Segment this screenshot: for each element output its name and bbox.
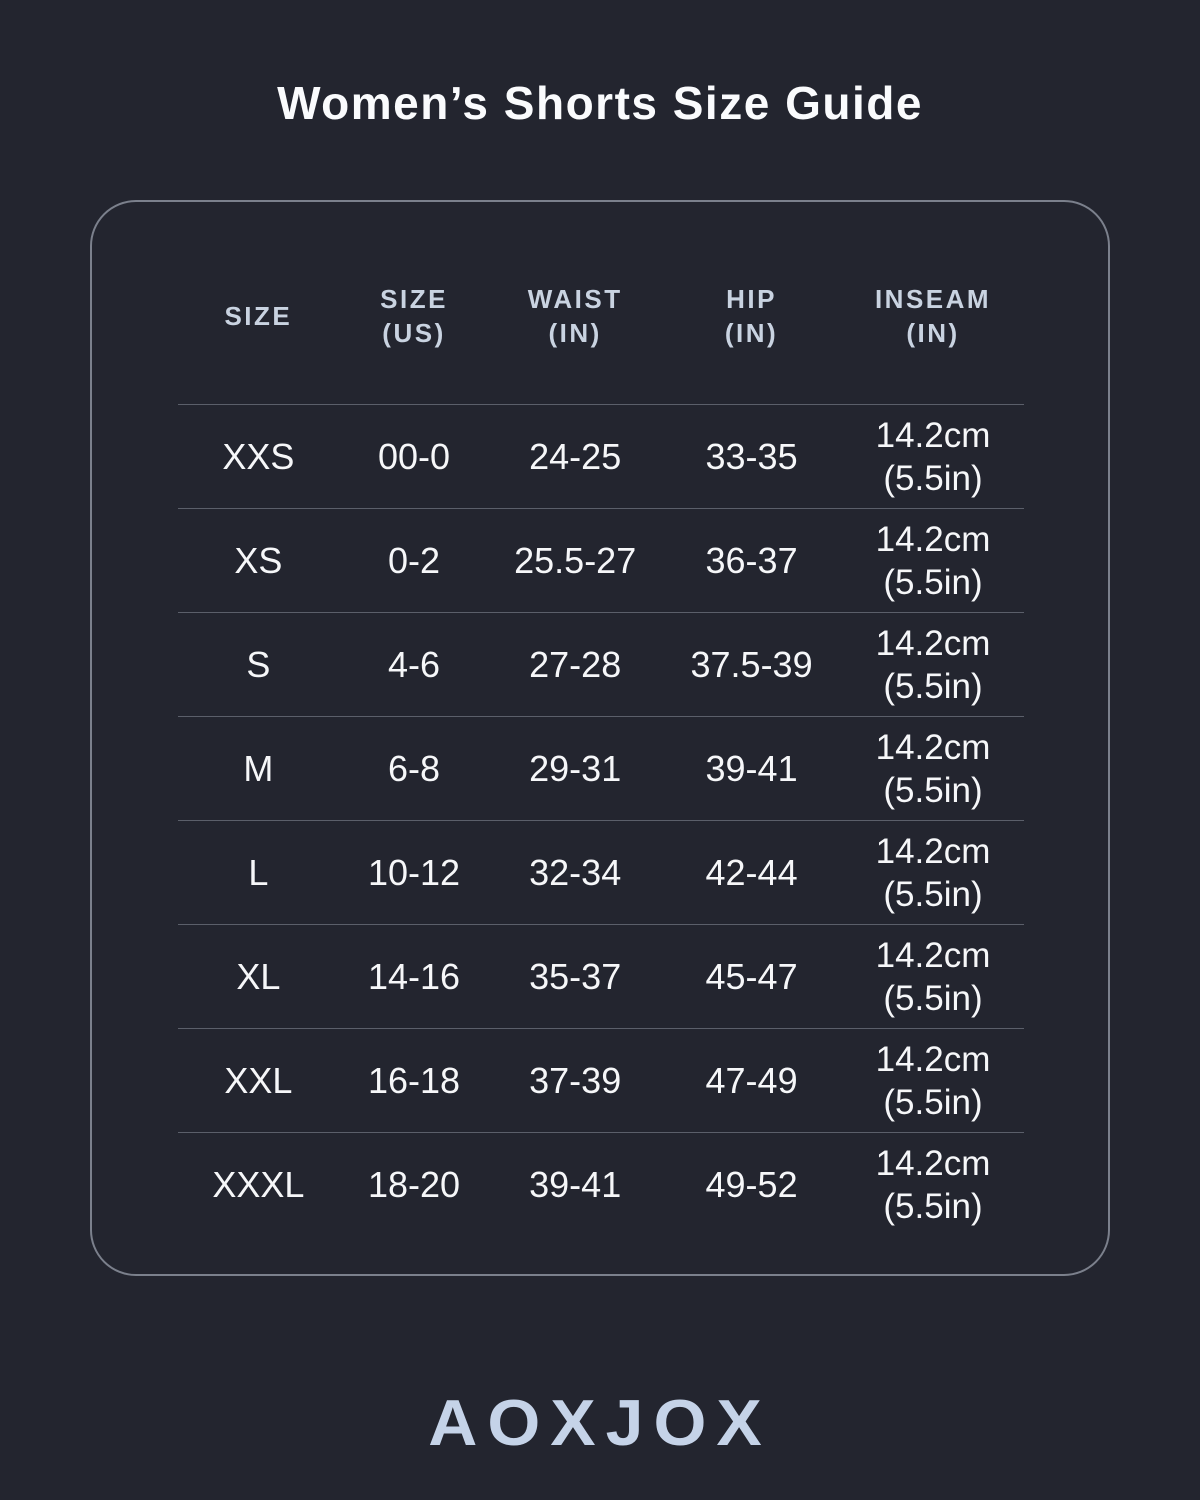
cell-size: L — [248, 851, 269, 893]
cell-size: XXL — [224, 1059, 293, 1101]
header-label: SIZE — [380, 284, 448, 314]
table-row-m: M 6-8 29-31 39-41 14.2cm (5.5in) — [178, 716, 1024, 820]
header-label: SIZE — [224, 301, 293, 331]
inseam-cm: 14.2cm — [875, 1039, 991, 1079]
header-label: INSEAM — [874, 284, 992, 314]
cell-hip: 42-44 — [705, 851, 798, 893]
cell-hip: 47-49 — [705, 1059, 798, 1101]
header-label: HIP — [726, 284, 777, 314]
cell-waist: 27-28 — [529, 643, 622, 685]
cell-size: M — [243, 747, 274, 789]
cell-inseam: 14.2cm (5.5in) — [842, 1038, 1024, 1124]
inseam-cm: 14.2cm — [875, 935, 991, 975]
inseam-cm: 14.2cm — [875, 623, 991, 663]
cell-size-us: 6-8 — [388, 747, 441, 789]
inseam-in: (5.5in) — [883, 562, 983, 602]
cell-size: S — [246, 643, 271, 685]
table-header-row: SIZE SIZE (US) WAIST (IN) HIP (IN) INSEA… — [178, 202, 1024, 404]
header-sublabel: (US) — [382, 318, 446, 348]
cell-hip: 37.5-39 — [690, 643, 813, 685]
header-cell-hip: HIP (IN) — [661, 282, 842, 350]
cell-waist: 24-25 — [529, 435, 622, 477]
inseam-cm: 14.2cm — [875, 1143, 991, 1183]
header-label: WAIST — [527, 284, 623, 314]
cell-hip: 39-41 — [705, 747, 798, 789]
cell-waist: 35-37 — [529, 955, 622, 997]
table-row-l: L 10-12 32-34 42-44 14.2cm (5.5in) — [178, 820, 1024, 924]
inseam-cm: 14.2cm — [875, 415, 991, 455]
inseam-cm: 14.2cm — [875, 519, 991, 559]
inseam-in: (5.5in) — [883, 978, 983, 1018]
inseam-in: (5.5in) — [883, 1082, 983, 1122]
size-table: SIZE SIZE (US) WAIST (IN) HIP (IN) INSEA… — [178, 202, 1024, 1236]
inseam-in: (5.5in) — [883, 770, 983, 810]
cell-hip: 49-52 — [705, 1163, 798, 1205]
page-title: Women’s Shorts Size Guide — [277, 77, 923, 129]
cell-inseam: 14.2cm (5.5in) — [842, 518, 1024, 604]
inseam-in: (5.5in) — [883, 458, 983, 498]
table-row-s: S 4-6 27-28 37.5-39 14.2cm (5.5in) — [178, 612, 1024, 716]
header-sublabel: (IN) — [906, 318, 960, 348]
inseam-cm: 14.2cm — [875, 831, 991, 871]
inseam-in: (5.5in) — [883, 1186, 983, 1226]
cell-size: XXS — [222, 435, 295, 477]
cell-size: XS — [234, 539, 283, 581]
cell-size-us: 16-18 — [367, 1059, 461, 1101]
brand-logo: AOXJOX — [428, 1386, 772, 1460]
size-guide-card: SIZE SIZE (US) WAIST (IN) HIP (IN) INSEA… — [90, 200, 1110, 1276]
cell-size-us: 14-16 — [367, 955, 461, 997]
cell-inseam: 14.2cm (5.5in) — [842, 622, 1024, 708]
cell-inseam: 14.2cm (5.5in) — [842, 934, 1024, 1020]
cell-size-us: 0-2 — [388, 539, 441, 581]
cell-size: XXXL — [212, 1163, 305, 1205]
cell-size-us: 10-12 — [367, 851, 461, 893]
cell-size: XL — [236, 955, 281, 997]
cell-waist: 32-34 — [529, 851, 622, 893]
cell-waist: 39-41 — [529, 1163, 622, 1205]
inseam-cm: 14.2cm — [875, 727, 991, 767]
cell-size-us: 18-20 — [367, 1163, 461, 1205]
cell-inseam: 14.2cm (5.5in) — [842, 1142, 1024, 1228]
cell-size-us: 4-6 — [388, 643, 441, 685]
cell-inseam: 14.2cm (5.5in) — [842, 726, 1024, 812]
cell-waist: 25.5-27 — [514, 539, 637, 581]
inseam-in: (5.5in) — [883, 874, 983, 914]
table-row-xs: XS 0-2 25.5-27 36-37 14.2cm (5.5in) — [178, 508, 1024, 612]
header-cell-size: SIZE — [178, 299, 339, 333]
cell-waist: 37-39 — [529, 1059, 622, 1101]
header-sublabel: (IN) — [548, 318, 602, 348]
cell-waist: 29-31 — [529, 747, 622, 789]
cell-hip: 36-37 — [705, 539, 798, 581]
cell-inseam: 14.2cm (5.5in) — [842, 414, 1024, 500]
header-cell-waist: WAIST (IN) — [489, 282, 661, 350]
table-row-xxl: XXL 16-18 37-39 47-49 14.2cm (5.5in) — [178, 1028, 1024, 1132]
cell-hip: 45-47 — [705, 955, 798, 997]
header-cell-size-us: SIZE (US) — [339, 282, 490, 350]
header-sublabel: (IN) — [724, 318, 779, 348]
table-row-xxxl: XXXL 18-20 39-41 49-52 14.2cm (5.5in) — [178, 1132, 1024, 1236]
cell-size-us: 00-0 — [377, 435, 451, 477]
header-cell-inseam: INSEAM (IN) — [842, 282, 1024, 350]
table-row-xl: XL 14-16 35-37 45-47 14.2cm (5.5in) — [178, 924, 1024, 1028]
table-row-xxs: XXS 00-0 24-25 33-35 14.2cm (5.5in) — [178, 404, 1024, 508]
cell-hip: 33-35 — [705, 435, 798, 477]
cell-inseam: 14.2cm (5.5in) — [842, 830, 1024, 916]
inseam-in: (5.5in) — [883, 666, 983, 706]
